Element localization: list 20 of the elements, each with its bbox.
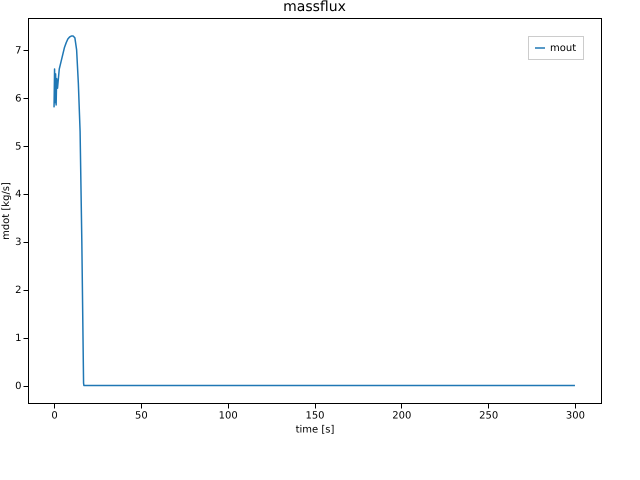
- y-axis-title: mdot [kg/s]: [1, 182, 12, 240]
- line-series: [53, 35, 576, 386]
- x-tick-label: 250: [479, 410, 498, 422]
- y-tick-label: 7: [15, 45, 22, 56]
- y-tick-label: 2: [15, 285, 22, 296]
- y-tick-label: 1: [15, 333, 22, 344]
- y-tick-label: 4: [15, 189, 22, 200]
- y-tick-label: 3: [15, 237, 22, 248]
- x-axis-title: time [s]: [296, 424, 334, 436]
- legend-label: mout: [550, 43, 576, 54]
- x-tick-label: 50: [134, 410, 148, 422]
- x-tick-label: 200: [392, 410, 412, 422]
- y-tick-label: 6: [15, 93, 22, 104]
- x-tick-label: 300: [566, 410, 585, 422]
- y-tick-label: 0: [15, 381, 22, 392]
- x-tick-label: 150: [305, 410, 325, 422]
- x-tick-label: 0: [51, 410, 58, 422]
- chart-title: massflux: [283, 0, 346, 15]
- y-tick-label: 5: [15, 141, 22, 152]
- x-tick-label: 100: [218, 410, 238, 422]
